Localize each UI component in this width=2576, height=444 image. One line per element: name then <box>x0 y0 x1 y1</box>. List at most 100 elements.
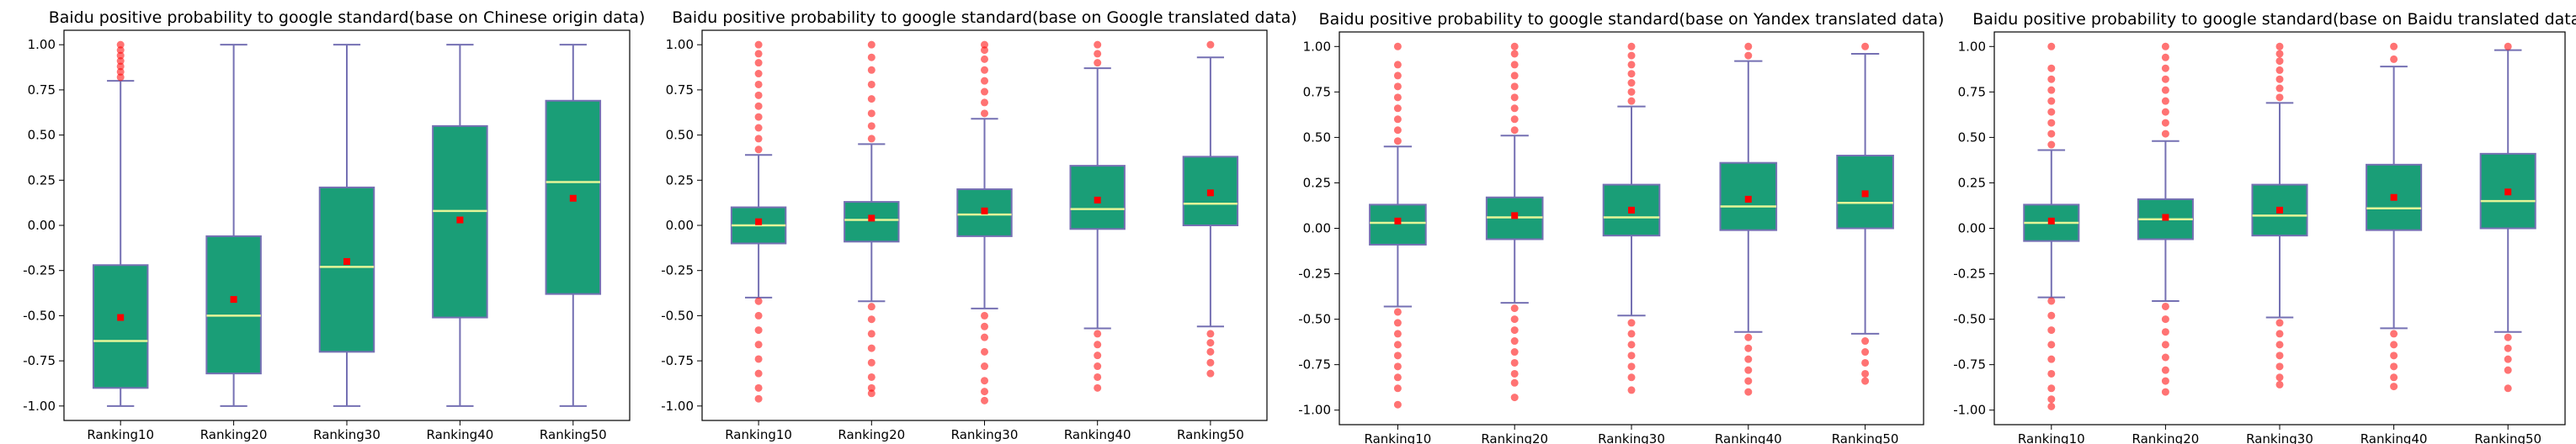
mean-marker <box>1094 196 1101 204</box>
y-tick-label: -0.50 <box>661 308 694 323</box>
flier-point <box>1861 42 1870 50</box>
flier-point <box>2047 75 2056 83</box>
x-tick-label: Ranking50 <box>1832 431 1899 444</box>
flier-point <box>1510 304 1519 313</box>
flier-point <box>754 40 763 49</box>
flier-point <box>1206 347 1215 356</box>
flier-point <box>116 46 125 55</box>
flier-point <box>1393 82 1402 91</box>
flier-point <box>1627 61 1636 69</box>
chart-title: Baidu positive probability to google sta… <box>1972 10 2576 29</box>
x-tick-label: Ranking30 <box>1598 431 1665 444</box>
flier-point <box>1206 40 1215 49</box>
flier-point <box>981 333 988 341</box>
x-tick-label: Ranking30 <box>313 427 381 442</box>
flier-point <box>1627 319 1636 327</box>
flier-point <box>2275 341 2284 349</box>
flier-point <box>1861 358 1870 367</box>
flier-point <box>1627 70 1636 78</box>
flier-point <box>1510 326 1519 335</box>
flier-point <box>981 388 988 396</box>
flier-point <box>1393 104 1402 113</box>
flier-point <box>754 102 763 110</box>
box-iqr <box>92 264 149 389</box>
flier-point <box>2161 377 2169 385</box>
flier-point <box>1393 42 1402 50</box>
chart-title: Baidu positive probability to google sta… <box>672 8 1297 27</box>
mean-marker <box>2390 193 2398 201</box>
flier-point <box>1627 51 1636 60</box>
flier-point <box>1393 362 1402 371</box>
flier-point <box>2047 369 2056 378</box>
x-tick-label: Ranking20 <box>200 427 268 442</box>
flier-point <box>2275 75 2284 83</box>
y-tick-label: -1.00 <box>1298 403 1331 418</box>
flier-point <box>1627 97 1636 105</box>
flier-point <box>2161 64 2169 72</box>
flier-point <box>754 383 763 392</box>
flier-point <box>1510 394 1519 402</box>
flier-point <box>1510 358 1519 367</box>
flier-point <box>754 394 763 403</box>
flier-point <box>867 344 876 352</box>
flier-point <box>2161 108 2169 116</box>
y-tick-label: -0.75 <box>23 353 56 368</box>
y-tick-label: -0.50 <box>23 308 56 323</box>
flier-point <box>867 66 876 74</box>
flier-point <box>981 362 988 371</box>
flier-point <box>981 322 988 330</box>
flier-point <box>2390 341 2398 349</box>
flier-point <box>1861 348 1870 357</box>
flier-point <box>2390 330 2398 338</box>
flier-point <box>754 50 763 58</box>
flier-point <box>754 91 763 99</box>
flier-point <box>867 383 876 392</box>
flier-point <box>2047 108 2056 116</box>
y-tick-label: 0.00 <box>1958 221 1986 236</box>
flier-point <box>754 124 763 132</box>
flier-point <box>2161 366 2169 374</box>
x-tick-label: Ranking30 <box>951 427 1019 442</box>
flier-point <box>1393 352 1402 360</box>
flier-point <box>2047 140 2056 149</box>
flier-point <box>2504 333 2512 341</box>
flier-point <box>981 55 988 63</box>
flier-point <box>981 40 988 49</box>
flier-point <box>1094 362 1102 371</box>
flier-point <box>2275 380 2284 388</box>
flier-point <box>2161 328 2169 336</box>
flier-point <box>1510 104 1519 113</box>
flier-point <box>2275 42 2284 50</box>
y-tick-label: 0.75 <box>28 82 56 98</box>
y-tick-label: 0.25 <box>666 172 694 188</box>
flier-point <box>1393 319 1402 327</box>
flier-point <box>2161 302 2169 310</box>
flier-point <box>1627 42 1636 50</box>
flier-point <box>867 109 876 118</box>
y-tick-label: 1.00 <box>28 37 56 52</box>
flier-point <box>754 326 763 335</box>
flier-point <box>867 303 876 311</box>
flier-point <box>2275 93 2284 102</box>
flier-point <box>2275 50 2284 58</box>
flier-point <box>754 341 763 349</box>
axes-frame <box>1993 31 2566 426</box>
y-tick-label: 0.00 <box>666 218 694 233</box>
flier-point <box>1094 373 1102 381</box>
flier-point <box>2275 84 2284 92</box>
y-tick-label: 0.50 <box>1303 130 1331 145</box>
y-tick-label: 0.50 <box>28 128 56 143</box>
flier-point <box>1627 352 1636 360</box>
chart-title: Baidu positive probability to google sta… <box>49 8 646 27</box>
mean-marker <box>755 218 763 225</box>
flier-point <box>1627 386 1636 394</box>
mean-marker <box>981 207 988 214</box>
flier-point <box>867 53 876 61</box>
y-tick-label: -0.75 <box>1953 357 1986 373</box>
flier-point <box>1393 308 1402 316</box>
mean-marker <box>569 194 577 202</box>
flier-point <box>981 347 988 356</box>
y-tick-label: -0.75 <box>661 353 694 368</box>
flier-point <box>116 40 125 49</box>
